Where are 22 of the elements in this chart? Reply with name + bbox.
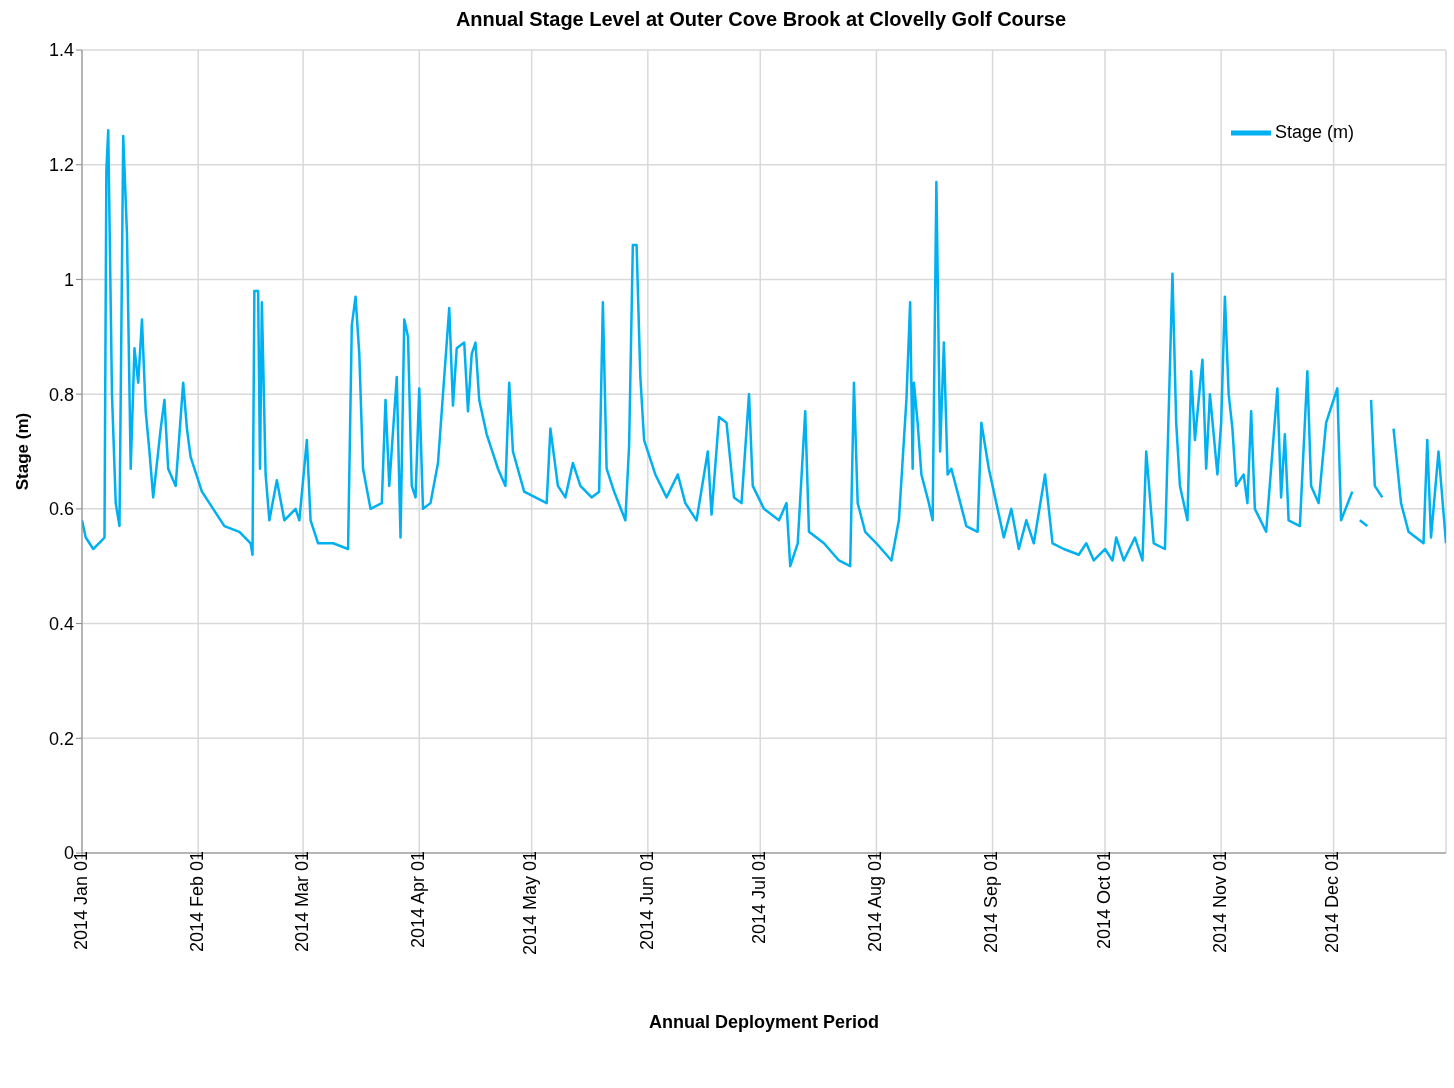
- x-tick-label: 2014 Mar 01: [291, 851, 312, 953]
- x-tick-label: 2014 Feb 01: [186, 851, 207, 953]
- y-tick-label: 1.4: [48, 40, 74, 61]
- y-tick-label: 0.2: [48, 728, 74, 749]
- x-tick-label: 2014 Oct 01: [1093, 851, 1114, 950]
- chart-title: Annual Stage Level at Outer Cove Brook at Clovelly Golf Course: [454, 8, 1068, 32]
- y-tick-label: 1: [63, 269, 74, 290]
- x-tick-label: 2014 Jun 01: [636, 851, 657, 951]
- x-tick-label: 2014 May 01: [520, 851, 541, 956]
- y-tick-label: 0.6: [48, 499, 74, 520]
- x-tick-label: 2014 Dec 01: [1322, 851, 1343, 954]
- x-tick-label: 2014 Nov 01: [1209, 851, 1230, 954]
- y-tick-label: 0.8: [48, 384, 74, 405]
- x-tick-label: 2014 Aug 01: [865, 851, 886, 953]
- y-tick-label: 0.4: [48, 613, 74, 634]
- x-tick-label: 2014 Jul 01: [749, 851, 770, 945]
- x-axis-title: Annual Deployment Period: [648, 1012, 880, 1032]
- y-axis-title: Stage (m): [13, 412, 33, 491]
- x-tick-label: 2014 Sep 01: [981, 851, 1002, 954]
- x-tick-label: 2014 Apr 01: [408, 851, 429, 949]
- legend-label: Stage (m): [1274, 121, 1354, 142]
- y-tick-label: 1.2: [48, 155, 74, 176]
